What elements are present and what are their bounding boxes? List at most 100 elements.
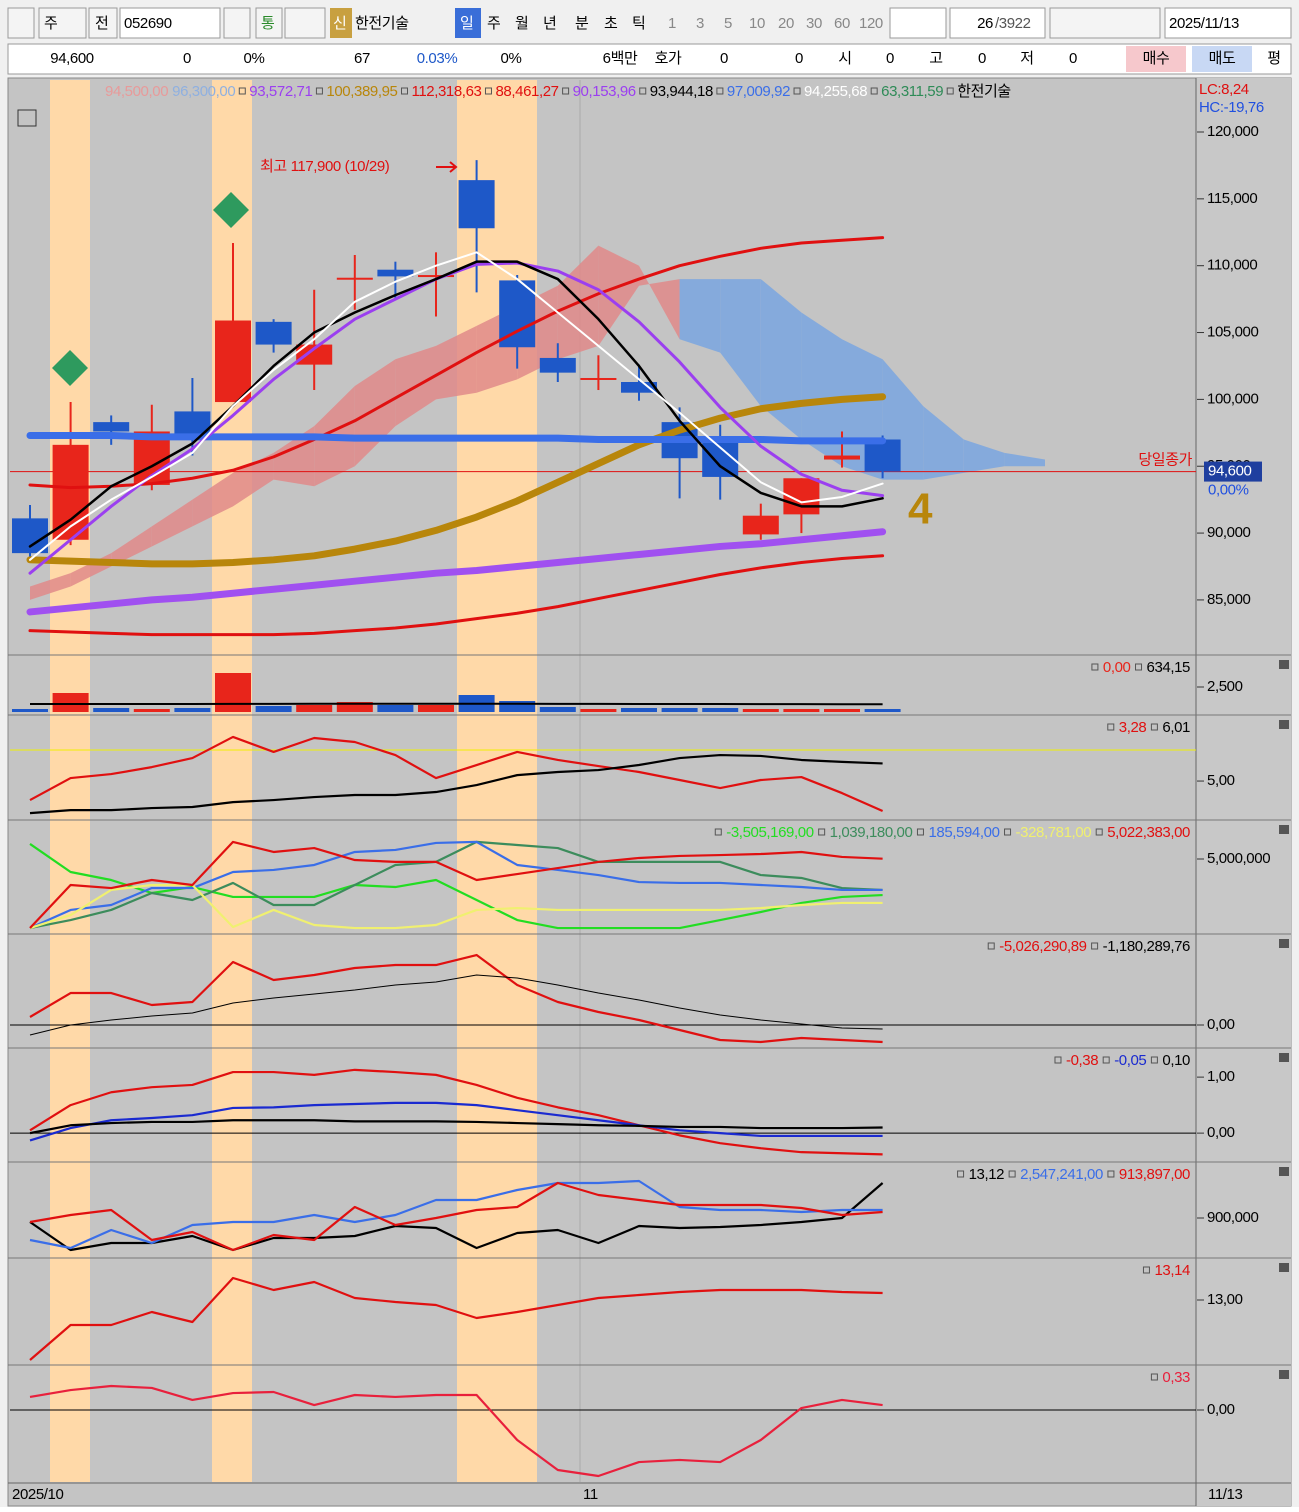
candle-body <box>377 270 413 277</box>
new: 신 <box>333 15 346 32</box>
candle-body <box>459 180 495 228</box>
high: 0 <box>978 50 986 67</box>
date[interactable]: 2025/11/13 <box>1169 15 1239 32</box>
change-rate: 0% <box>244 50 265 67</box>
legend-label: 93,944,18 <box>650 83 713 100</box>
n20[interactable]: 20 <box>778 15 794 32</box>
volume-bar <box>702 708 738 712</box>
legend-label: 93,572,71 <box>249 83 312 100</box>
y-tick-label: 90,000 <box>1207 524 1251 541</box>
legend-label: 97,009,92 <box>727 83 790 100</box>
close-btn <box>1279 825 1289 834</box>
volume-bar <box>134 709 170 712</box>
candle-body <box>93 422 129 431</box>
tool-icons[interactable] <box>1050 8 1160 38</box>
sound-btn[interactable] <box>285 8 325 38</box>
volume: 67 <box>354 50 370 67</box>
close-btn <box>1279 720 1289 729</box>
legend-label: 94,500,00 <box>105 83 168 100</box>
highlight <box>50 80 90 1482</box>
close-btn <box>1279 1370 1289 1379</box>
y-tick-label: 100,000 <box>1207 390 1258 407</box>
week[interactable]: 주 <box>487 15 500 32</box>
ask: 0 <box>720 50 728 67</box>
open: 0 <box>886 50 894 67</box>
current-caption: 당일종가 <box>1138 452 1192 469</box>
legend-label: -1,180,289,76 <box>1103 938 1190 955</box>
bid: 0 <box>795 50 803 67</box>
candle-body <box>743 516 779 535</box>
legend-label: 0,33 <box>1162 1369 1190 1386</box>
close-btn <box>1279 1263 1289 1272</box>
legend-label: 634,15 <box>1147 659 1191 676</box>
code[interactable]: 052690 <box>124 15 172 32</box>
legend-label: 2,547,241,00 <box>1020 1166 1103 1183</box>
legend-label: -3,505,169,00 <box>726 824 813 841</box>
blank-select[interactable] <box>890 8 946 38</box>
search-btn[interactable] <box>224 8 250 38</box>
n120[interactable]: 120 <box>859 15 883 32</box>
legend-label: -328,781,00 <box>1016 824 1092 841</box>
y-tick-label: 0,00 <box>1207 1124 1235 1141</box>
volume-bar <box>540 707 576 712</box>
buy[interactable]: 매수 <box>1143 50 1170 67</box>
minute[interactable]: 분 <box>575 15 589 32</box>
candle-body <box>337 278 373 280</box>
volume-bar <box>12 709 48 712</box>
menu-icon[interactable] <box>8 8 34 38</box>
sell[interactable]: 매도 <box>1209 50 1236 67</box>
y-tick-label: 900,000 <box>1207 1209 1258 1226</box>
legend-label: -0,05 <box>1114 1052 1146 1069</box>
second[interactable]: 초 <box>604 15 618 32</box>
n30[interactable]: 30 <box>806 15 822 32</box>
n10[interactable]: 10 <box>749 15 765 32</box>
n1[interactable]: 1 <box>668 15 676 32</box>
close-btn <box>1279 660 1289 669</box>
n3[interactable]: 3 <box>696 15 704 32</box>
y-tick-label: 5,000,000 <box>1207 850 1270 867</box>
legend-label: 913,897,00 <box>1119 1166 1190 1183</box>
legend-label: 94,255,68 <box>804 83 867 100</box>
y-tick-label: 110,000 <box>1207 257 1257 274</box>
count[interactable]: 26 <box>977 15 993 32</box>
candle-body <box>12 518 48 553</box>
low-label: 저 <box>1020 50 1033 67</box>
legend-label: 0,00 <box>1103 659 1131 676</box>
legend-label: 한전기술 <box>957 83 1011 100</box>
volume-bar <box>256 706 292 712</box>
chart-frame <box>8 78 1291 1506</box>
volume-bar <box>824 709 860 712</box>
amount: 6백만 <box>603 50 638 67</box>
volume-bar <box>53 693 89 712</box>
lc-label: LC:8,24 <box>1199 81 1249 98</box>
legend-label: 13,12 <box>969 1166 1005 1183</box>
prev[interactable]: 전 <box>95 15 108 32</box>
market[interactable]: 주 <box>44 15 57 32</box>
volume-bar <box>93 708 129 712</box>
open-label: 시 <box>838 50 851 67</box>
legend-label: 88,461,27 <box>495 83 558 100</box>
current-price: 94,600 <box>1208 463 1252 480</box>
volume-bar <box>499 701 535 712</box>
volume-bar <box>865 709 901 712</box>
month[interactable]: 월 <box>515 15 528 32</box>
volume-bar <box>743 709 779 712</box>
y-tick-label: 0,00 <box>1207 1401 1235 1418</box>
day[interactable]: 일 <box>460 15 473 32</box>
volume-bar <box>662 708 698 712</box>
n60[interactable]: 60 <box>834 15 850 32</box>
tick[interactable]: 틱 <box>632 15 645 32</box>
tong[interactable]: 통 <box>261 15 274 32</box>
close-btn <box>1279 939 1289 948</box>
time-label: 11/13 <box>1208 1486 1242 1503</box>
legend-label: 5,022,383,00 <box>1107 824 1190 841</box>
stock-name: 한전기술 <box>355 15 409 32</box>
hc-label: HC:-19,76 <box>1199 99 1264 116</box>
annotation: 4 <box>908 485 933 534</box>
avg[interactable]: 평 <box>1267 50 1280 67</box>
candle-body <box>256 322 292 345</box>
year[interactable]: 년 <box>543 15 556 32</box>
n5[interactable]: 5 <box>724 15 732 32</box>
close-btn <box>1279 1053 1289 1062</box>
